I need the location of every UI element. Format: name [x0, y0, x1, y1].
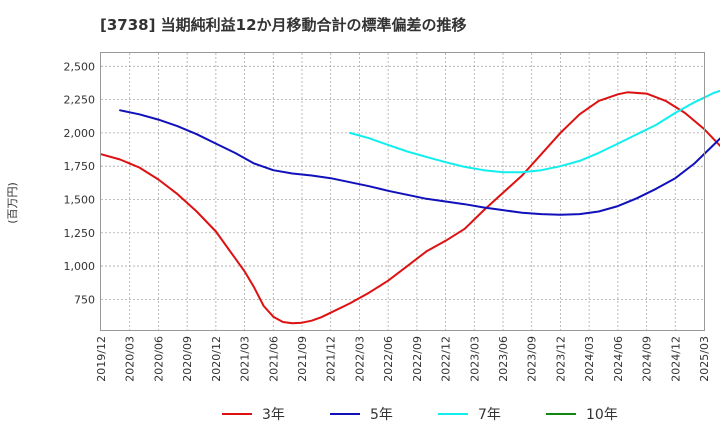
y-tick-label: 2,500	[64, 60, 96, 73]
x-tick-label: 2022/06	[382, 336, 395, 382]
x-tick-label: 2023/06	[497, 336, 510, 382]
chart-title: [3738] 当期純利益12か月移動合計の標準偏差の推移	[100, 16, 467, 34]
x-tick-label: 2023/09	[526, 336, 539, 382]
series-layer	[100, 89, 720, 325]
x-ticks: 2019/12 2020/03 2020/06 2020/09 2020/12 2021/…	[95, 336, 711, 382]
x-tick-label: 2022/03	[353, 336, 366, 382]
legend-label-7年: 7年	[478, 407, 501, 423]
x-tick-label: 2023/03	[468, 336, 481, 382]
y-tick-label: 1,000	[64, 260, 96, 273]
x-tick-label: 2020/12	[210, 336, 223, 382]
legend-label-5年: 5年	[370, 407, 393, 423]
y-ticks: 750 1,000 1,250 1,500 1,750 2,000 2,250 2,500	[64, 60, 96, 306]
series-line-7年	[348, 89, 720, 174]
x-tick-label: 2022/09	[411, 336, 424, 382]
y-tick-label: 750	[74, 293, 95, 306]
legend-label-10年: 10年	[586, 407, 618, 423]
x-tick-label: 2021/09	[296, 336, 309, 382]
x-tick-label: 2024/09	[641, 336, 654, 382]
x-tick-label: 2025/03	[698, 336, 711, 382]
x-tick-label: 2020/06	[152, 336, 165, 382]
x-tick-label: 2020/09	[181, 336, 194, 382]
y-tick-label: 1,500	[64, 193, 96, 206]
y-tick-label: 2,000	[64, 127, 96, 140]
series-line-5年	[119, 109, 720, 216]
y-tick-label: 1,250	[64, 227, 96, 240]
x-tick-label: 2024/06	[612, 336, 625, 382]
x-tick-label: 2022/12	[440, 336, 453, 382]
x-tick-label: 2024/03	[583, 336, 596, 382]
y-tick-label: 2,250	[64, 94, 96, 107]
x-tick-label: 2021/06	[267, 336, 280, 382]
x-tick-label: 2019/12	[95, 336, 108, 382]
legend-label-3年: 3年	[262, 407, 285, 423]
y-axis-label: (百万円)	[6, 182, 19, 224]
series-line-3年	[100, 91, 720, 325]
grid	[101, 53, 704, 330]
x-tick-label: 2024/12	[669, 336, 682, 382]
x-tick-label: 2023/12	[554, 336, 567, 382]
legend: 3年 5年 7年 10年	[222, 407, 618, 423]
x-tick-label: 2021/12	[325, 336, 338, 382]
y-tick-label: 1,750	[64, 160, 96, 173]
x-tick-label: 2020/03	[124, 336, 137, 382]
plot-frame	[100, 52, 705, 331]
x-tick-label: 2021/03	[239, 336, 252, 382]
